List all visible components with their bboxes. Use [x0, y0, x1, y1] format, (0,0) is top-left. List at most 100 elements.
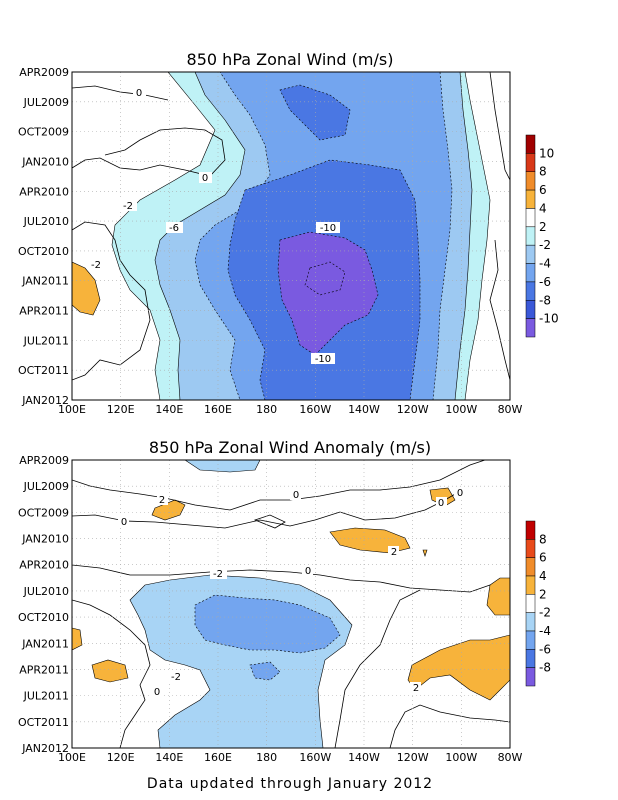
svg-text:-2: -2	[171, 672, 181, 683]
contour-label: 0	[118, 516, 129, 528]
colorbar-swatch	[525, 557, 536, 577]
colorbar-label: -2	[539, 606, 551, 620]
svg-text:-6: -6	[169, 223, 179, 234]
y-tick-label: JUL2009	[23, 96, 69, 109]
region-gt-2-e	[72, 627, 83, 651]
x-tick-label: 100W	[445, 403, 477, 416]
y-tick-label: OCT2010	[18, 611, 69, 624]
colorbar-swatch	[525, 575, 536, 595]
contour-zero-2	[72, 127, 226, 177]
x-tick-label: 100W	[445, 751, 477, 764]
x-tick-label: 140W	[348, 751, 380, 764]
x-tick-label: 100E	[58, 751, 86, 764]
contour-zero-5	[489, 239, 510, 381]
x-tick-label: 180	[256, 403, 277, 416]
contour-zero-5	[334, 589, 421, 748]
y-tick-label: JAN2010	[21, 533, 69, 546]
colorbar-swatch	[525, 226, 536, 246]
contour-label: 0	[436, 497, 447, 509]
svg-text:-10: -10	[320, 223, 336, 234]
svg-text:-2: -2	[91, 260, 101, 271]
contour-label: -2	[88, 259, 105, 271]
colorbar-swatch	[525, 263, 536, 283]
x-tick-label: 160E	[204, 751, 232, 764]
svg-text:0: 0	[438, 498, 444, 509]
y-tick-label: JUL2009	[23, 480, 69, 493]
panel-zonal-wind: 850 hPa Zonal Wind (m/s)	[18, 50, 559, 416]
contour-labels: 0 0 -2 -2 -6 -10	[88, 87, 340, 365]
y-tick-labels: APR2009 JUL2009 OCT2009 JAN2010 APR2010 JUL20…	[18, 66, 69, 407]
y-tick-label: APR2011	[19, 663, 69, 676]
y-tick-label: JUL2011	[23, 690, 69, 703]
svg-text:0: 0	[121, 517, 127, 528]
x-tick-labels: 100E 120E 140E 160E 180 160W 140W 120W 100W 80W	[58, 751, 523, 764]
colorbar-swatch	[525, 208, 536, 228]
filled-contours	[72, 460, 510, 748]
contour-label: 2	[388, 546, 399, 558]
colorbar-label: -10	[539, 312, 559, 326]
colorbar-swatch	[525, 171, 536, 191]
region-lt-minus-4	[194, 594, 341, 681]
contour-zero-4	[489, 72, 510, 181]
colorbar-label: 2	[539, 587, 547, 601]
x-tick-label: 140W	[348, 403, 380, 416]
colorbar-swatch	[525, 189, 536, 209]
region-gt-2-f	[91, 659, 129, 683]
svg-text:-10: -10	[315, 354, 331, 365]
colorbar-swatch	[525, 649, 536, 668]
y-tick-label: OCT2011	[18, 716, 69, 729]
y-tick-label: JAN2011	[21, 637, 69, 650]
colorbar-swatch	[525, 612, 536, 632]
y-tick-label: JUL2010	[23, 215, 69, 228]
svg-text:2: 2	[413, 683, 419, 694]
colorbar-swatch	[525, 630, 536, 650]
x-tick-label: 120W	[397, 751, 429, 764]
x-tick-label: 160W	[299, 751, 331, 764]
plot-frame	[71, 71, 511, 401]
colorbar-label: 4	[539, 201, 547, 215]
y-tick-label: OCT2009	[18, 126, 69, 139]
y-tick-label: JUL2011	[23, 334, 69, 347]
colorbar-label: 8	[539, 165, 547, 179]
colorbar-label: 2	[539, 220, 547, 234]
contour-zero-1	[72, 85, 169, 101]
region-lt-minus-10	[277, 231, 379, 356]
colorbar-label: -8	[539, 661, 551, 675]
x-tick-label: 80W	[498, 751, 523, 764]
contour-inner	[304, 261, 346, 296]
svg-text:2: 2	[391, 547, 397, 558]
plot-frame	[71, 459, 511, 749]
svg-text:0: 0	[305, 566, 311, 577]
colorbar-label: 6	[539, 183, 547, 197]
colorbar-label: -4	[539, 624, 551, 638]
panel-zonal-wind-anomaly: 850 hPa Zonal Wind Anomaly (m/s)	[18, 438, 551, 764]
colorbar-label: 4	[539, 569, 547, 583]
colorbar-label: -6	[539, 275, 551, 289]
contour-label: -2	[120, 200, 137, 212]
contour-label: 0	[454, 487, 465, 499]
y-tick-label: JAN2010	[21, 155, 69, 168]
svg-text:-2: -2	[123, 201, 133, 212]
y-tick-label: OCT2010	[18, 245, 69, 258]
contour-zero-1	[72, 460, 486, 511]
contour-zero-3	[72, 221, 151, 381]
colorbar-swatch	[525, 300, 536, 319]
contour-zero-7	[253, 514, 286, 529]
filled-contours	[72, 72, 510, 400]
colorbar-label: 6	[539, 551, 547, 565]
colorbar: 8 6 4 2 -2 -4 -6 -8	[525, 520, 551, 687]
colorbar-swatch	[525, 539, 536, 558]
y-tick-label: JAN2012	[21, 742, 69, 755]
colorbar-label: -6	[539, 642, 551, 656]
x-tick-label: 180	[256, 751, 277, 764]
x-tick-label: 160E	[204, 403, 232, 416]
colorbar-label: -8	[539, 293, 551, 307]
y-tick-label: JAN2011	[21, 275, 69, 288]
contour-label: 2	[410, 682, 421, 694]
x-tick-label: 140E	[155, 403, 183, 416]
colorbar-swatch	[525, 667, 536, 687]
colorbar-swatch	[525, 318, 536, 338]
contour-label: -10	[311, 353, 335, 365]
y-tick-label: JUL2010	[23, 585, 69, 598]
